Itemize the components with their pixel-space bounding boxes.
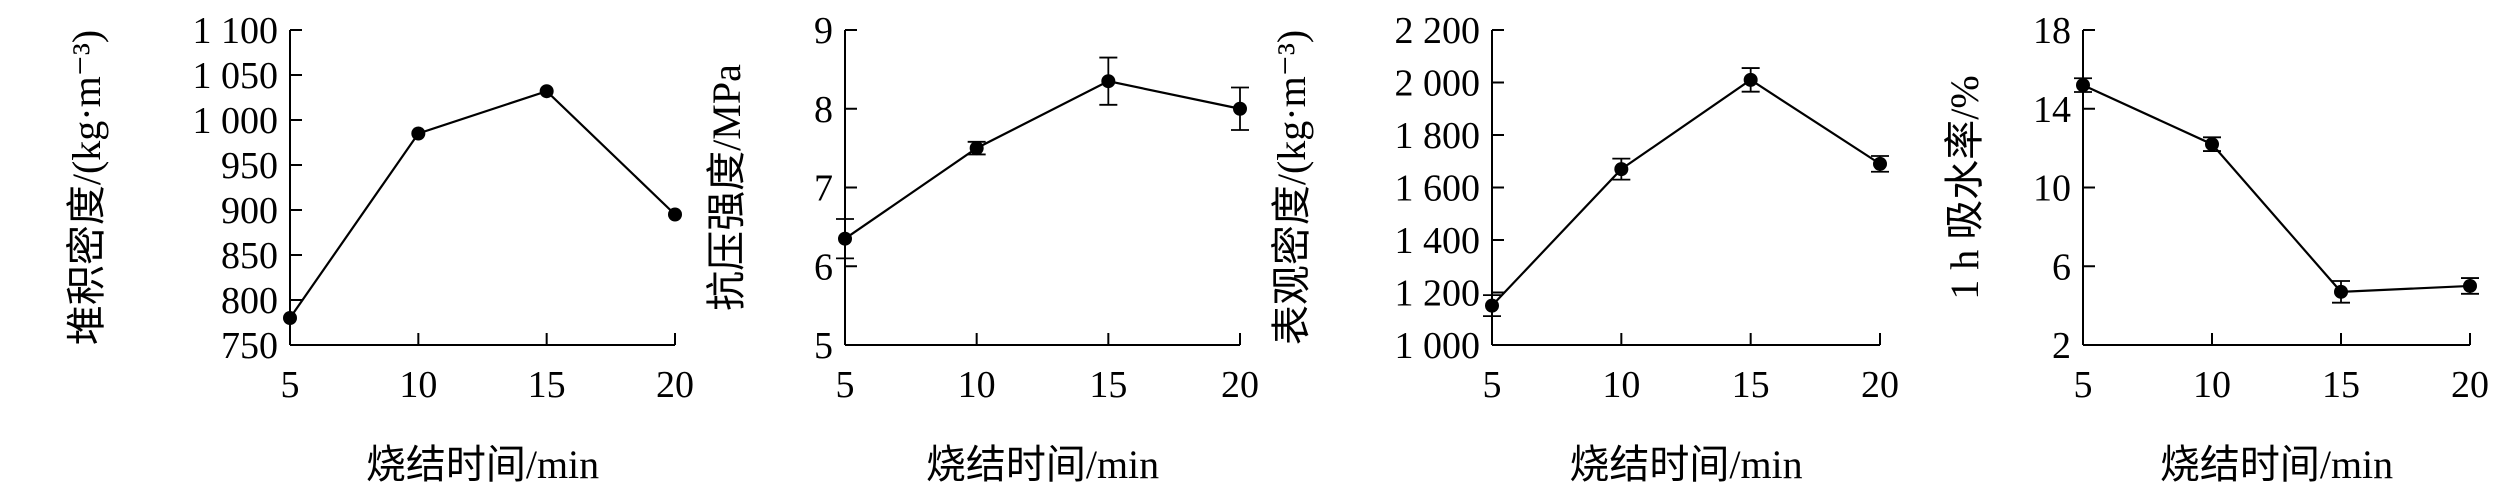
x-tick-label: 10 — [2193, 364, 2231, 406]
y-tick-label: 7 — [814, 168, 833, 210]
y-axis-title: 1 h 吸水率/% — [1942, 75, 1987, 299]
chart-panel-compressive-strength: 抗压强度/MPa 烧结时间/min 5 6 7 8 9 5 10 15 20 — [704, 10, 1259, 487]
data-point — [2205, 137, 2219, 152]
y-tick-label: 1 800 — [1395, 115, 1481, 157]
data-point — [1101, 74, 1116, 89]
y-tick-label: 2 000 — [1395, 63, 1481, 105]
y-tick-label: 850 — [221, 235, 278, 277]
y-axis-title: 表观密度/(kg·m⁻³) — [1269, 30, 1314, 345]
chart-panel-apparent-density: 表观密度/(kg·m⁻³) 烧结时间/min 1 000 1 200 1 400 1 … — [1269, 10, 1899, 487]
x-tick-label: 10 — [958, 364, 996, 406]
chart-panel-bulk-density: 堆积密度/(kg·m⁻³) 烧结时间/min 7508008509009501 … — [64, 10, 694, 487]
y-tick-label: 6 — [814, 246, 833, 288]
x-tick-label: 15 — [1089, 364, 1127, 406]
y-tick-label: 9 — [814, 10, 833, 52]
chart-panel-water-absorption: 1 h 吸水率/% 烧结时间/min 2 6 10 14 18 5 10 15 20 — [1942, 10, 2489, 487]
x-tick-label: 5 — [2074, 364, 2093, 406]
x-tick-label: 5 — [836, 364, 855, 406]
data-point — [1873, 156, 1887, 171]
series-line — [2082, 84, 2471, 293]
x-axis-title: 烧结时间/min — [366, 442, 599, 487]
series-line — [289, 89, 676, 319]
y-tick-label: 14 — [2033, 89, 2071, 131]
y-tick-label: 1 000 — [1395, 325, 1481, 367]
x-tick-label: 20 — [2451, 364, 2489, 406]
data-point — [2334, 284, 2348, 299]
series-line — [1491, 78, 1881, 307]
x-tick-label: 20 — [1861, 364, 1899, 406]
y-tick-label: 1 200 — [1395, 273, 1481, 315]
x-tick-label: 5 — [281, 364, 300, 406]
data-point — [668, 207, 682, 222]
x-tick-label: 15 — [1732, 364, 1770, 406]
x-tick-label: 20 — [1221, 364, 1259, 406]
y-axis-title: 堆积密度/(kg·m⁻³) — [64, 30, 109, 345]
y-tick-label: 800 — [221, 280, 278, 322]
y-tick-label: 18 — [2033, 10, 2071, 52]
data-point — [1614, 162, 1629, 177]
y-tick-label: 8 — [814, 89, 833, 131]
y-tick-label: 750 — [221, 325, 278, 367]
y-tick-label: 10 — [2033, 168, 2071, 210]
x-tick-label: 15 — [2322, 364, 2360, 406]
data-point — [1233, 101, 1247, 116]
y-tick-label: 2 — [2052, 325, 2071, 367]
y-tick-label: 2 200 — [1395, 10, 1481, 52]
y-tick-label: 1 100 — [193, 10, 279, 52]
x-axis-title: 烧结时间/min — [2160, 442, 2393, 487]
y-tick-label: 1 600 — [1395, 168, 1481, 210]
y-tick-label: 6 — [2052, 246, 2071, 288]
data-point — [283, 311, 297, 325]
x-axis-title: 烧结时间/min — [926, 442, 1159, 487]
y-tick-label: 1 000 — [193, 100, 279, 142]
y-axis-title: 抗压强度/MPa — [704, 64, 749, 311]
series-line — [844, 80, 1241, 240]
y-tick-label: 1 400 — [1395, 220, 1481, 262]
data-point — [838, 231, 852, 246]
data-point — [2463, 278, 2477, 293]
data-point — [969, 141, 984, 156]
y-tick-label: 5 — [814, 325, 833, 367]
x-tick-label: 20 — [656, 364, 694, 406]
data-point — [2076, 78, 2090, 93]
data-point — [539, 84, 554, 99]
x-tick-label: 5 — [1483, 364, 1502, 406]
x-axis-title: 烧结时间/min — [1569, 442, 1802, 487]
y-tick-label: 900 — [221, 190, 278, 232]
data-point — [1485, 298, 1499, 313]
data-point — [411, 126, 426, 141]
x-tick-label: 10 — [1602, 364, 1640, 406]
x-tick-label: 10 — [399, 364, 437, 406]
x-tick-label: 15 — [528, 364, 566, 406]
data-point — [1743, 72, 1758, 87]
y-tick-label: 950 — [221, 145, 278, 187]
y-tick-label: 1 050 — [193, 55, 279, 97]
